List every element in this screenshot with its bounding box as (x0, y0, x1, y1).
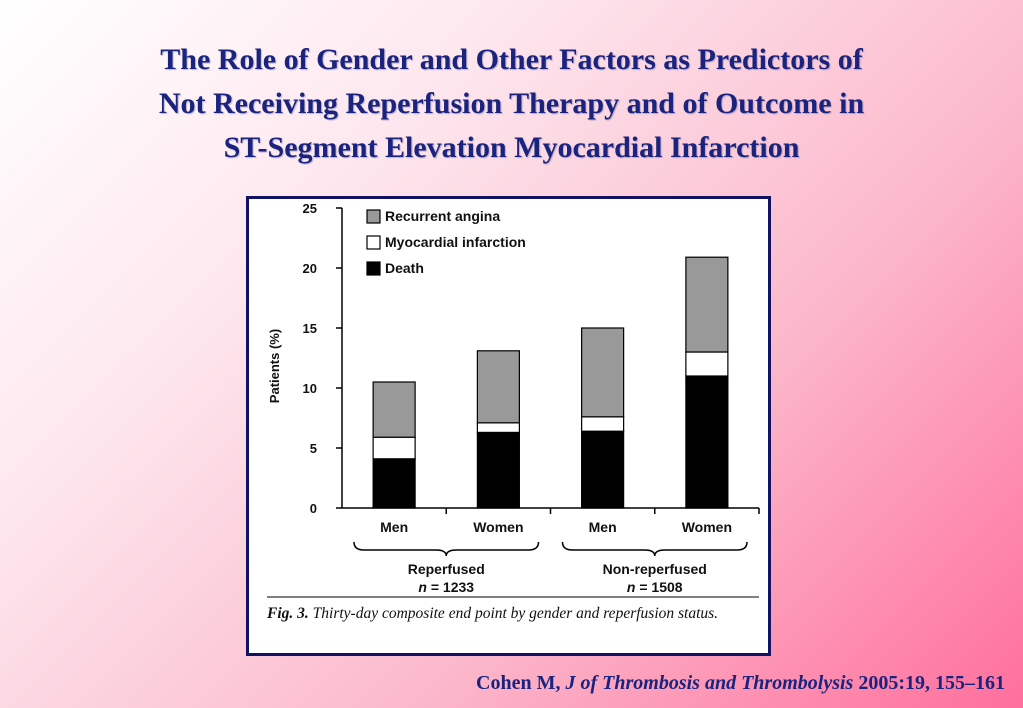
y-tick-label: 20 (303, 261, 317, 276)
x-tick-label: Men (589, 519, 617, 535)
group-n-label: n = 1508 (627, 579, 683, 595)
y-tick-label: 5 (310, 441, 317, 456)
citation-details: 2005:19, 155–161 (858, 672, 1005, 694)
bar-segment-death (581, 430, 625, 509)
bar-segment-myocardial-infarction (581, 416, 625, 432)
bar-segment-recurrent-angina (685, 256, 729, 353)
y-tick-label: 15 (303, 321, 317, 336)
legend-label: Recurrent angina (385, 208, 500, 224)
legend-swatch (366, 235, 381, 250)
x-tick-label: Women (682, 519, 732, 535)
group-brace (353, 541, 540, 557)
bar-segment-myocardial-infarction (685, 351, 729, 377)
y-tick-label: 25 (303, 201, 317, 216)
figure-caption: Fig. 3. Thirty-day composite end point b… (267, 604, 737, 624)
citation: Cohen M, J of Thrombosis and Thrombolysi… (476, 672, 1005, 695)
legend-swatch (366, 261, 381, 276)
bar-segment-death (372, 458, 416, 509)
title-line-2: Not Receiving Reperfusion Therapy and of… (158, 87, 865, 120)
group-brace (561, 541, 748, 557)
y-axis-title: Patients (%) (267, 329, 282, 403)
legend-swatch (366, 209, 381, 224)
bar-segment-myocardial-infarction (476, 422, 520, 434)
caption-fig-label: Fig. 3. (267, 605, 309, 622)
bar-segment-recurrent-angina (581, 327, 625, 418)
title-line-1: The Role of Gender and Other Factors as … (160, 43, 863, 76)
x-tick-label: Women (473, 519, 523, 535)
x-tick-label: Men (380, 519, 408, 535)
stacked-bar-chart: 0 5 10 15 20 25 Patients (%) Men Women Men Women Re… (267, 201, 760, 598)
figure-box: 0 5 10 15 20 25 Patients (%) Men Women Men Women Re… (246, 196, 771, 656)
bar-segment-myocardial-infarction (372, 436, 416, 460)
group-n-label: n = 1233 (418, 579, 474, 595)
citation-author: Cohen M, (476, 672, 561, 694)
group-label: Non-reperfused (603, 561, 707, 577)
legend-label: Death (385, 260, 424, 276)
bar-segment-death (476, 431, 520, 509)
slide-title: The Role of Gender and Other Factors as … (0, 38, 1023, 170)
caption-text: Thirty-day composite end point by gender… (312, 605, 719, 622)
legend-label: Myocardial infarction (385, 234, 526, 250)
group-label: Reperfused (408, 561, 485, 577)
y-tick-label: 0 (310, 501, 317, 516)
bar-segment-recurrent-angina (476, 350, 520, 424)
title-line-3: ST-Segment Elevation Myocardial Infarcti… (223, 131, 800, 164)
citation-journal: J of Thrombosis and Thrombolysis (565, 672, 854, 694)
y-tick-label: 10 (303, 381, 317, 396)
bar-segment-recurrent-angina (372, 381, 416, 438)
bar-segment-death (685, 375, 729, 509)
